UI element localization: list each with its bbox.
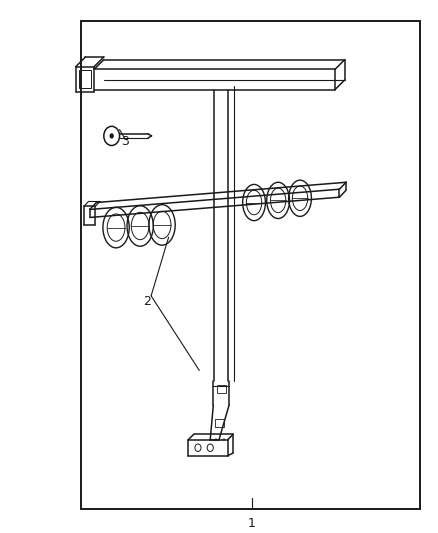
- Bar: [81, 21, 420, 509]
- Bar: [215, 419, 224, 426]
- Bar: [79, 70, 91, 88]
- Text: 3: 3: [121, 135, 129, 148]
- Bar: [217, 385, 226, 393]
- Text: 1: 1: [248, 517, 256, 530]
- Circle shape: [110, 133, 114, 139]
- Text: 2: 2: [143, 295, 151, 308]
